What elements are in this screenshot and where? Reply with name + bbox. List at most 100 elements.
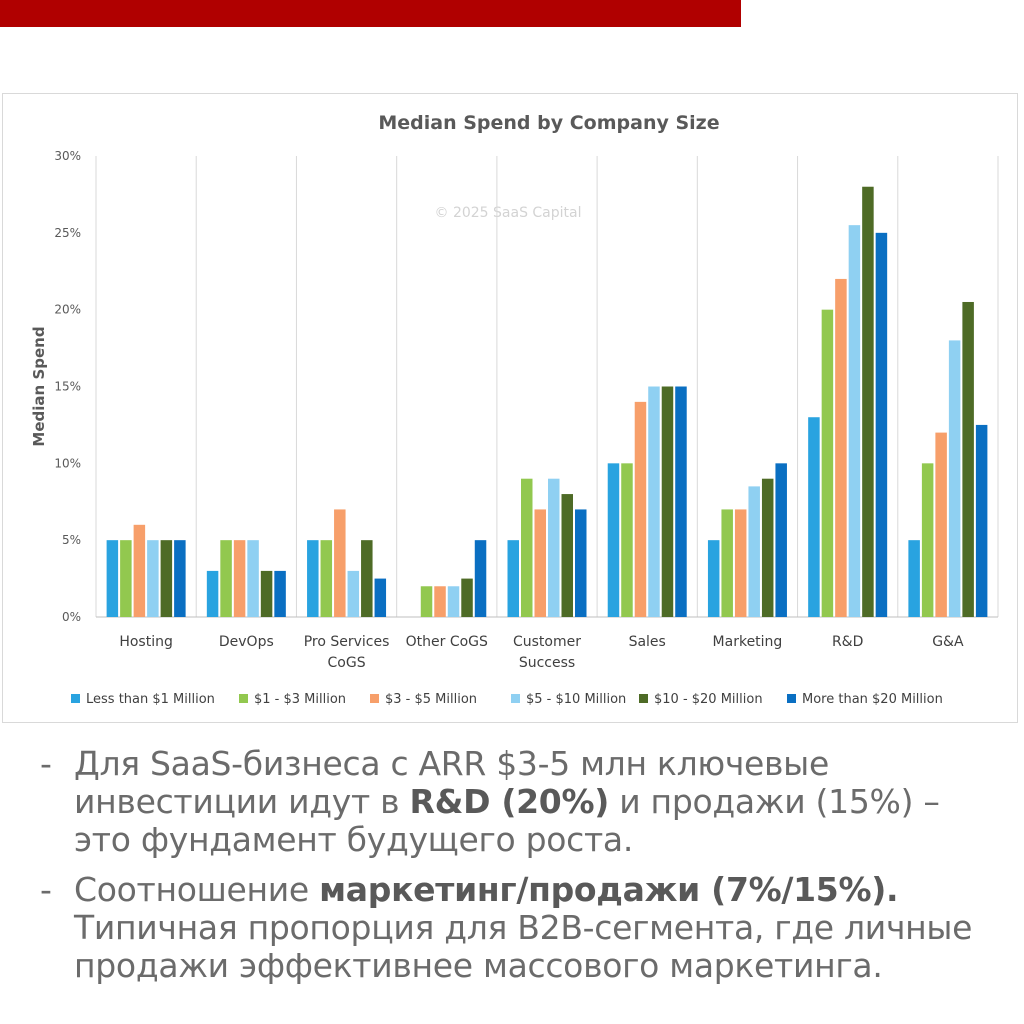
x-category-label: Success (519, 655, 575, 671)
x-category-label: CoGS (328, 655, 366, 671)
bar (174, 540, 186, 617)
bar (534, 509, 546, 617)
bar (975, 424, 988, 617)
bar (474, 540, 487, 617)
bar (320, 540, 333, 617)
bar (621, 463, 633, 617)
bullet-highlight: маркетинг/продажи (7%/15%). (319, 870, 899, 909)
x-category-label: Hosting (119, 634, 173, 650)
y-axis-title: Median Spend (30, 326, 48, 446)
bar (575, 509, 587, 617)
bar (307, 540, 319, 617)
bar (334, 509, 346, 617)
y-tick-label: 25% (54, 226, 81, 240)
top-accent-bar (0, 0, 741, 27)
bar (447, 586, 460, 617)
y-tick-label: 30% (54, 149, 81, 163)
bar-chart: Median Spend by Company Size © 2025 SaaS … (30, 112, 999, 707)
bar (634, 401, 647, 617)
x-category-label: DevOps (219, 634, 274, 650)
legend-swatch (71, 694, 80, 703)
bar (233, 540, 246, 617)
legend-label: $5 - $10 Million (526, 692, 626, 707)
x-category-label: Customer (513, 634, 581, 650)
y-tick-label: 0% (62, 610, 81, 624)
bar (247, 540, 259, 617)
bullet-text: Соотношение (74, 870, 320, 909)
x-category-label: R&D (832, 634, 863, 650)
y-tick-label: 5% (62, 533, 81, 547)
bar (862, 186, 874, 617)
bar (206, 570, 219, 617)
bar (948, 340, 961, 617)
y-tick-label: 15% (54, 380, 81, 394)
bullet-text: и продажи (15%) – это фундамент будущего… (74, 782, 940, 859)
bar (461, 578, 473, 617)
bar (521, 478, 533, 617)
bar (274, 570, 286, 617)
bar (548, 478, 560, 617)
bar (821, 309, 834, 617)
bullet-list: - Для SaaS-бизнеса с ARR $3-5 млн ключевы… (40, 745, 1000, 985)
bar (748, 486, 760, 617)
y-tick-label: 10% (54, 456, 81, 470)
bar (721, 509, 733, 617)
watermark-text: © 2025 SaaS Capital (435, 205, 582, 221)
bullet-highlight: R&D (20%) (409, 782, 610, 821)
bar (661, 386, 674, 617)
bar (120, 540, 132, 617)
legend-label: $10 - $20 Million (654, 692, 763, 707)
bar (434, 586, 446, 617)
bar (775, 463, 787, 617)
y-tick-label: 20% (54, 303, 81, 317)
chart-panel: Median Spend by Company Size © 2025 SaaS … (2, 93, 1018, 723)
bar (106, 540, 119, 617)
bar (675, 386, 687, 617)
legend-swatch (639, 694, 648, 703)
x-category-label: Marketing (713, 634, 783, 650)
bar (734, 509, 747, 617)
bar (935, 432, 947, 617)
bar (707, 540, 720, 617)
legend-label: $3 - $5 Million (385, 692, 477, 707)
bar (921, 463, 934, 617)
x-category-label: Sales (629, 634, 666, 650)
legend-swatch (787, 694, 796, 703)
bar (908, 540, 920, 617)
bullet-dash: - (40, 870, 52, 909)
legend-swatch (370, 694, 379, 703)
x-category-label: Other CoGS (406, 634, 488, 650)
bar (835, 278, 847, 617)
legend-label: Less than $1 Million (86, 692, 215, 707)
bullet-text: Для SaaS-бизнеса с ARR $3-5 млн ключевые… (74, 744, 829, 821)
bar (561, 494, 573, 617)
legend-label: $1 - $3 Million (254, 692, 346, 707)
bar (848, 225, 861, 617)
x-category-label: G&A (932, 634, 964, 650)
bar (507, 540, 519, 617)
bullet-text: Типичная пропорция для B2B-сегмента, где… (74, 908, 973, 985)
bar (607, 463, 620, 617)
bar (147, 540, 159, 617)
bullet-item-2: - Соотношение маркетинг/продажи (7%/15%).… (40, 871, 1000, 985)
chart-title: Median Spend by Company Size (378, 112, 719, 134)
bullet-item-1: - Для SaaS-бизнеса с ARR $3-5 млн ключевы… (40, 745, 1000, 859)
bar (347, 570, 360, 617)
legend-swatch (239, 694, 248, 703)
bar (420, 586, 433, 617)
bar (962, 301, 974, 617)
x-category-label: Pro Services (304, 634, 390, 650)
bar (133, 524, 146, 617)
bar (374, 578, 387, 617)
legend-label: More than $20 Million (802, 692, 943, 707)
bar (761, 478, 774, 617)
bullet-dash: - (40, 744, 52, 783)
bar (648, 386, 660, 617)
bar (260, 570, 273, 617)
bar (160, 540, 173, 617)
bar (808, 417, 820, 617)
bar (361, 540, 373, 617)
bar (220, 540, 232, 617)
bar (875, 232, 888, 618)
legend-swatch (511, 694, 520, 703)
